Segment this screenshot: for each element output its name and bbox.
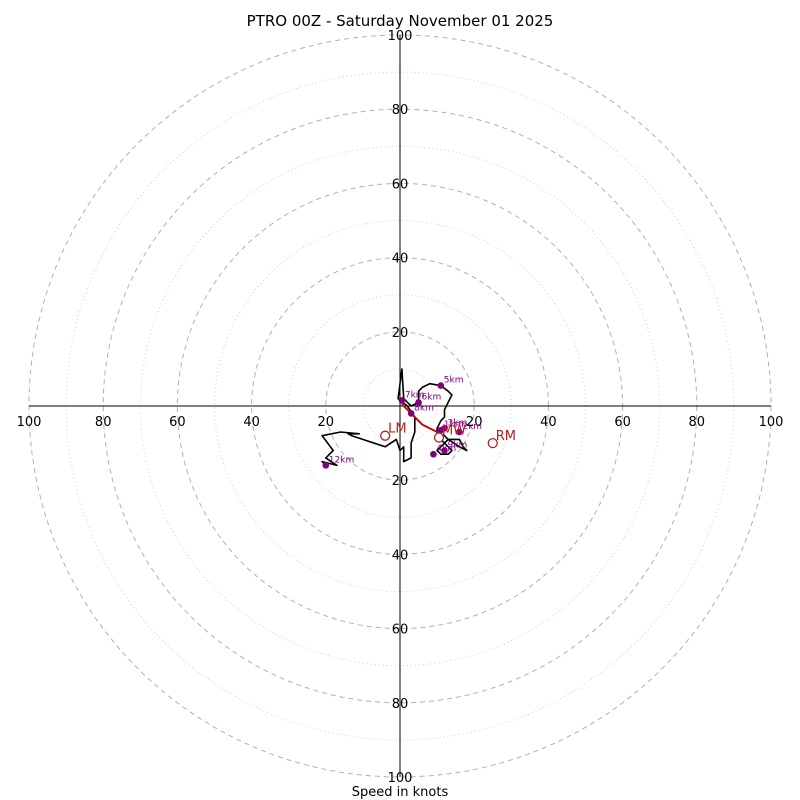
- level-label-2km: 2km: [462, 422, 482, 432]
- level-point-3km: [441, 424, 448, 432]
- level-label-7km: 7km: [405, 390, 425, 400]
- level-point-7km: [398, 397, 406, 404]
- tick-labels: 20 20 20 20 40 40 40 40 60 60 60 60 80 80 80 80 100 100 10…: [17, 29, 784, 786]
- level-label-12km: 12km: [329, 455, 354, 465]
- tick-right-20: 20: [466, 415, 483, 430]
- tick-left-60: 60: [169, 415, 186, 430]
- tick-left-20: 20: [318, 415, 335, 430]
- hodograph-line: [321, 368, 468, 467]
- tick-left-100: 100: [17, 415, 42, 430]
- level-label-6km: 6km: [422, 392, 442, 402]
- storm-motion-marker-lm: [380, 430, 391, 441]
- tick-top-100: 100: [388, 29, 413, 44]
- tick-bottom-20: 20: [392, 474, 409, 489]
- level-label-5km: 5km: [444, 376, 464, 386]
- level-point-4km: [430, 450, 437, 458]
- level-point-2km: [456, 428, 463, 436]
- tick-left-80: 80: [95, 415, 112, 430]
- axes: [29, 35, 771, 777]
- level-point-12km: [322, 462, 330, 469]
- storm-motion-label-rm: RM: [496, 429, 516, 444]
- level-label-1km: 1km: [444, 420, 464, 430]
- tick-bottom-100: 100: [388, 771, 413, 786]
- tick-bottom-60: 60: [392, 623, 409, 638]
- level-point-5km: [437, 382, 445, 389]
- storm-motion-markers: RM LM MW: [380, 422, 516, 449]
- chart-title: PTRO 00Z - Saturday November 01 2025: [247, 12, 554, 30]
- storm-motion-marker-rm: [487, 437, 498, 449]
- x-axis-label: Speed in knots: [352, 785, 449, 800]
- tick-right-100: 100: [759, 415, 784, 430]
- level-point-8km: [407, 410, 415, 417]
- storm-motion-marker-mw: [433, 432, 445, 443]
- tick-top-80: 80: [392, 103, 409, 118]
- tick-right-80: 80: [689, 415, 706, 430]
- tick-top-60: 60: [392, 177, 409, 192]
- storm-motion-label-mw: MW: [442, 424, 466, 439]
- level-markers: 1km2km3km4km5km6km7km8km9km12km: [322, 376, 482, 469]
- level-point-6km: [415, 398, 422, 406]
- tick-right-60: 60: [614, 415, 631, 430]
- tick-left-40: 40: [243, 415, 260, 430]
- tick-top-20: 20: [392, 326, 409, 341]
- storm-motion-label-lm: LM: [388, 422, 406, 437]
- level-point-9km: [441, 447, 448, 454]
- tick-bottom-80: 80: [392, 697, 409, 712]
- level-label-3km: 3km: [448, 418, 468, 428]
- tick-bottom-40: 40: [392, 548, 409, 563]
- level-label-8km: 8km: [414, 403, 434, 413]
- tick-top-40: 40: [392, 252, 409, 267]
- tick-right-40: 40: [540, 415, 557, 430]
- level-label-9km: 9km: [448, 441, 468, 451]
